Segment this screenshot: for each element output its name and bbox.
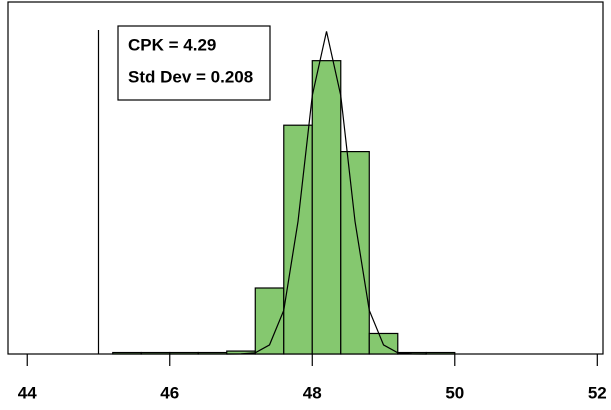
fit-curve (226, 31, 427, 355)
bar (425, 351, 456, 355)
x-tick-label: 50 (445, 383, 464, 402)
bar (169, 351, 199, 355)
x-tick-label: 46 (160, 383, 179, 402)
x-tick-label: 48 (303, 383, 322, 402)
annotation: CPK = 4.29 (128, 35, 216, 54)
bar (197, 351, 228, 355)
bar (140, 351, 171, 355)
x-tick-label: 44 (18, 383, 37, 402)
bar (112, 351, 142, 355)
annotation-box (117, 25, 271, 101)
x-tick-label: 52 (588, 383, 607, 402)
annotation: Std Dev = 0.208 (128, 67, 253, 86)
bar (283, 124, 313, 355)
bar (311, 60, 342, 355)
bar (340, 151, 370, 355)
